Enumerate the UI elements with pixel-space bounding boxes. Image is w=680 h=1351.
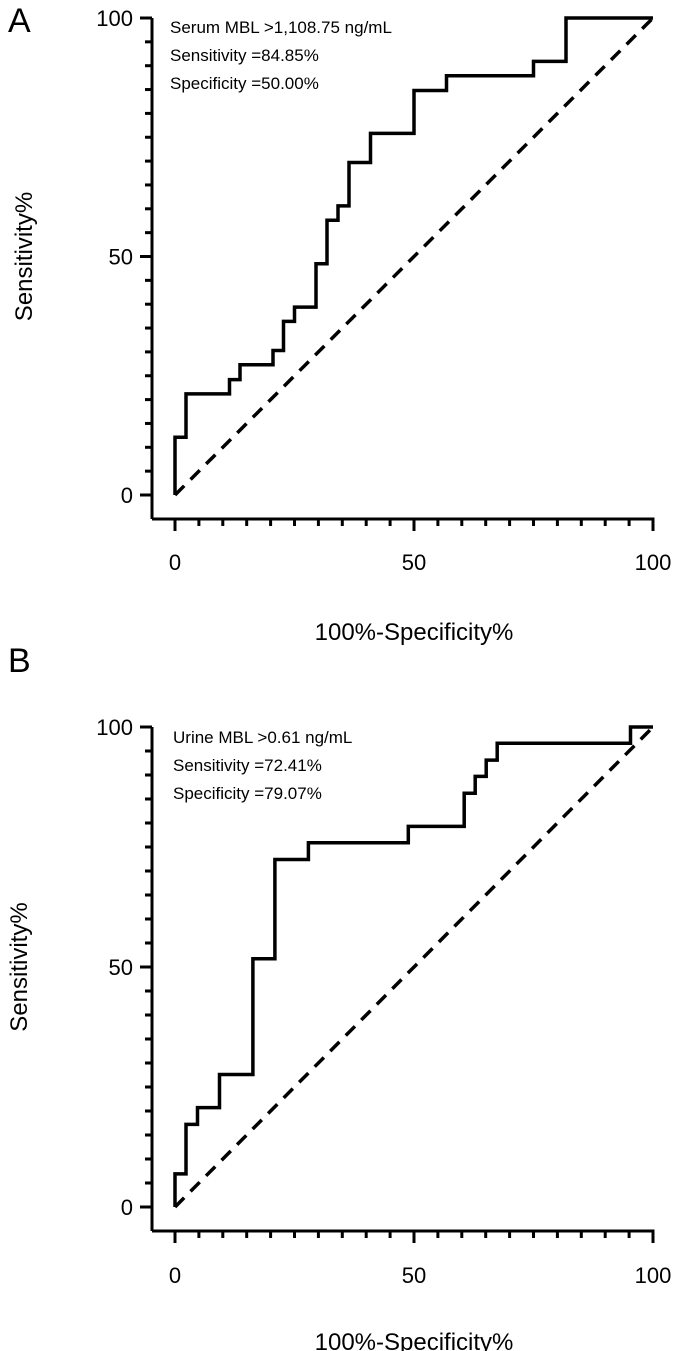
annotation-line: Urine MBL >0.61 ng/mL (173, 728, 352, 747)
panel-letter: B (8, 642, 31, 680)
x-tick-label: 50 (402, 1263, 426, 1288)
chart-panel-a: A 0 50 100 0 50 100 100%-Specificity% Sensitivit… (8, 2, 671, 646)
annotation-line: Specificity =50.00% (170, 74, 319, 93)
reference-diagonal-line (173, 725, 655, 1209)
x-tick-label: 100 (635, 1263, 672, 1288)
y-tick-label: 100 (96, 6, 133, 31)
annotation-line: Sensitivity =72.41% (173, 756, 322, 775)
x-tick-label: 0 (169, 550, 181, 575)
annotation-line: Specificity =79.07% (173, 784, 322, 803)
x-tick-label: 0 (169, 1263, 181, 1288)
y-tick-label: 100 (96, 715, 133, 740)
x-axis-label: 100%-Specificity% (315, 1329, 514, 1351)
x-tick-label: 50 (402, 550, 426, 575)
y-tick-label: 0 (121, 1195, 133, 1220)
y-tick-label: 50 (109, 955, 133, 980)
chart-panel-b: B 0 50 100 0 50 100 100%-Specificity% Sensitivit… (6, 642, 671, 1351)
roc-curve (173, 16, 653, 495)
annotation-line: Serum MBL >1,108.75 ng/mL (170, 18, 392, 37)
y-tick-label: 0 (121, 483, 133, 508)
reference-diagonal-line (173, 16, 655, 497)
panel-letter: A (8, 2, 31, 40)
y-tick-label: 50 (109, 245, 133, 270)
roc-curve (173, 725, 653, 1207)
x-axis-label: 100%-Specificity% (315, 619, 514, 646)
annotation-line: Sensitivity =84.85% (170, 46, 319, 65)
x-tick-label: 100 (635, 550, 672, 575)
y-axis-label: Sensitivity% (6, 902, 33, 1031)
y-axis-label: Sensitivity% (11, 192, 38, 321)
